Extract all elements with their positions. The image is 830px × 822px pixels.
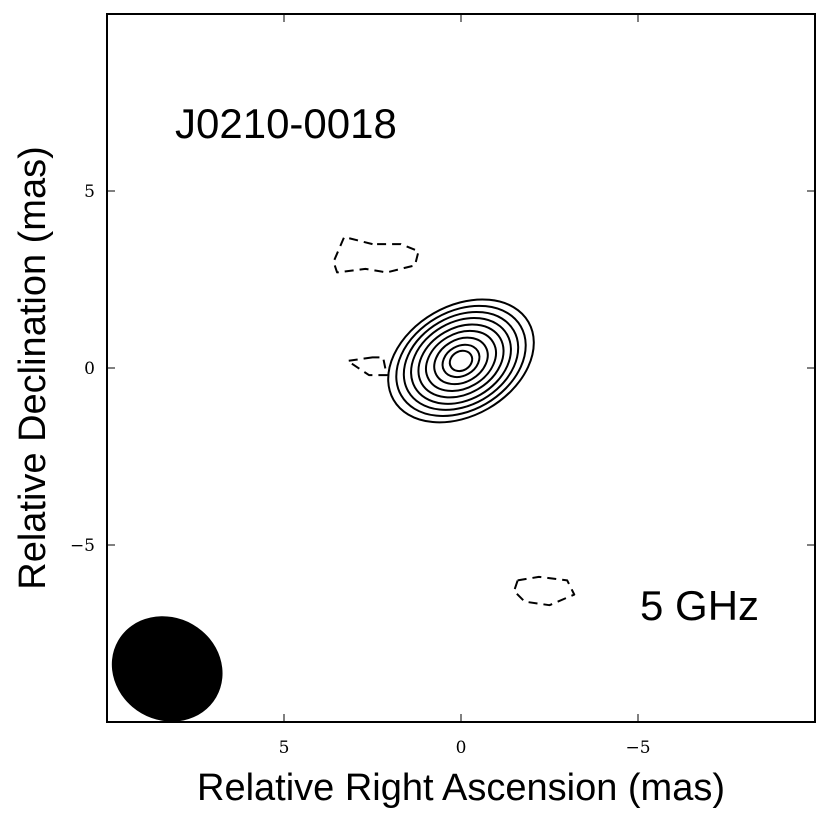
- x-tick-label: 0: [456, 738, 467, 758]
- positive-contour-3: [402, 310, 520, 411]
- y-tick-label: 5: [84, 182, 95, 202]
- x-tick-label: 5: [279, 738, 290, 758]
- plot-area-contents: [111, 236, 576, 722]
- positive-contour-4: [410, 316, 512, 405]
- x-tick-label: −5: [625, 738, 650, 758]
- y-tick-label: 0: [84, 359, 95, 379]
- axis-ticks: [107, 14, 815, 722]
- positive-contour-9: [448, 349, 474, 373]
- beam-ellipse: [111, 616, 223, 722]
- tick-labels: 5 0 −5 5 0 −5: [70, 182, 651, 758]
- negative-contour-1: [332, 236, 420, 274]
- frequency-label: 5 GHz: [640, 582, 759, 629]
- y-tick-label: −5: [70, 536, 95, 556]
- positive-contour-2: [395, 304, 527, 417]
- source-name-label: J0210-0018: [175, 100, 397, 147]
- negative-contour-3: [513, 575, 576, 607]
- positive-contour-8: [441, 343, 481, 379]
- y-axis-title: Relative Declination (mas): [12, 146, 54, 590]
- x-axis-title: Relative Right Ascension (mas): [197, 767, 725, 809]
- negative-contour-2: [346, 356, 388, 377]
- positive-contour-1: [387, 298, 535, 424]
- positive-contour-7: [433, 336, 489, 386]
- positive-contour-6: [425, 329, 497, 392]
- positive-contour-5: [417, 323, 505, 399]
